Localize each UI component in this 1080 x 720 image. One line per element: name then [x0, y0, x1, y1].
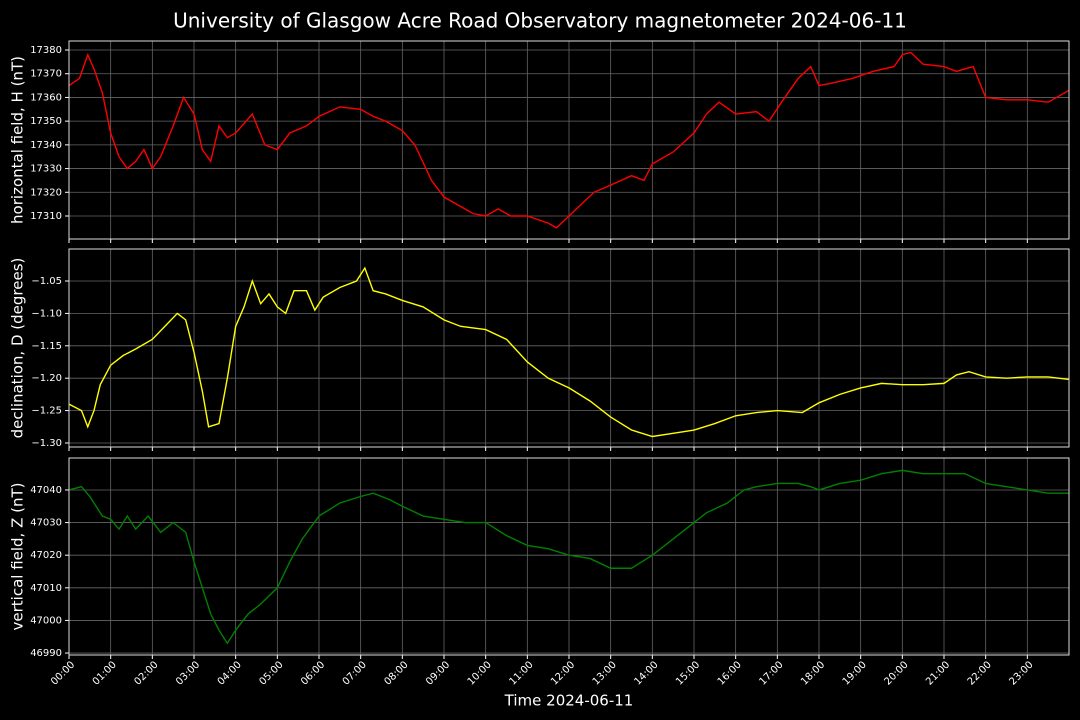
- x-tick-label: 01:00: [91, 659, 119, 687]
- y-tick-label: 17350: [30, 116, 62, 127]
- x-tick-label: 15:00: [674, 659, 702, 687]
- x-tick-label: 09:00: [424, 659, 452, 687]
- chart-title: University of Glasgow Acre Road Observat…: [173, 9, 907, 33]
- x-tick-label: 08:00: [382, 659, 410, 687]
- x-tick-label: 06:00: [299, 659, 327, 687]
- x-tick-label: 05:00: [257, 659, 285, 687]
- x-tick-label: 10:00: [466, 659, 494, 687]
- x-tick-label: 22:00: [966, 659, 994, 687]
- y-tick-label: −1.30: [31, 438, 62, 449]
- y-tick-label: −1.05: [31, 276, 62, 287]
- y-tick-label: 17310: [30, 211, 62, 222]
- x-tick-label: 03:00: [174, 659, 202, 687]
- x-tick-label: 13:00: [591, 659, 619, 687]
- axes-frame: [68, 248, 1070, 448]
- y-tick-label: 17360: [30, 92, 62, 103]
- x-tick-label: 20:00: [882, 659, 910, 687]
- y-tick-label: −1.20: [31, 373, 62, 384]
- x-tick-label: 07:00: [341, 659, 369, 687]
- y-axis-label: vertical field, Z (nT): [9, 482, 27, 630]
- x-tick-label: 02:00: [132, 659, 160, 687]
- data-line: [68, 51, 1070, 229]
- y-tick-label: −1.10: [31, 308, 62, 319]
- data-line: [68, 266, 1070, 438]
- x-axis-label: Time 2024-06-11: [504, 692, 634, 710]
- x-tick-label: 18:00: [799, 659, 827, 687]
- y-tick-label: 47030: [30, 518, 62, 529]
- x-tick-label: 21:00: [924, 659, 952, 687]
- x-tick-label: 11:00: [507, 659, 535, 687]
- y-tick-label: 17320: [30, 187, 62, 198]
- y-tick-label: 47010: [30, 583, 62, 594]
- y-tick-label: 17380: [30, 45, 62, 56]
- y-tick-label: 46990: [30, 648, 62, 659]
- y-axis-label: horizontal field, H (nT): [9, 56, 27, 224]
- y-tick-label: 17370: [30, 69, 62, 80]
- x-tick-label: 00:00: [49, 659, 77, 687]
- y-tick-label: −1.25: [31, 406, 62, 417]
- x-tick-label: 12:00: [549, 659, 577, 687]
- y-tick-label: 47040: [30, 485, 62, 496]
- y-tick-label: 17330: [30, 164, 62, 175]
- x-tick-label: 14:00: [632, 659, 660, 687]
- x-tick-label: 19:00: [841, 659, 869, 687]
- y-tick-label: 47000: [30, 615, 62, 626]
- y-tick-label: −1.15: [31, 341, 62, 352]
- axes-frame: [68, 40, 1070, 240]
- axes-frame: [68, 457, 1070, 656]
- y-tick-label: 17340: [30, 140, 62, 151]
- x-tick-label: 23:00: [1007, 659, 1035, 687]
- data-line: [68, 469, 1069, 645]
- x-tick-label: 16:00: [716, 659, 744, 687]
- x-tick-label: 04:00: [216, 659, 244, 687]
- y-axis-label: declination, D (degrees): [9, 258, 27, 439]
- y-tick-label: 47020: [30, 550, 62, 561]
- x-tick-label: 17:00: [757, 659, 785, 687]
